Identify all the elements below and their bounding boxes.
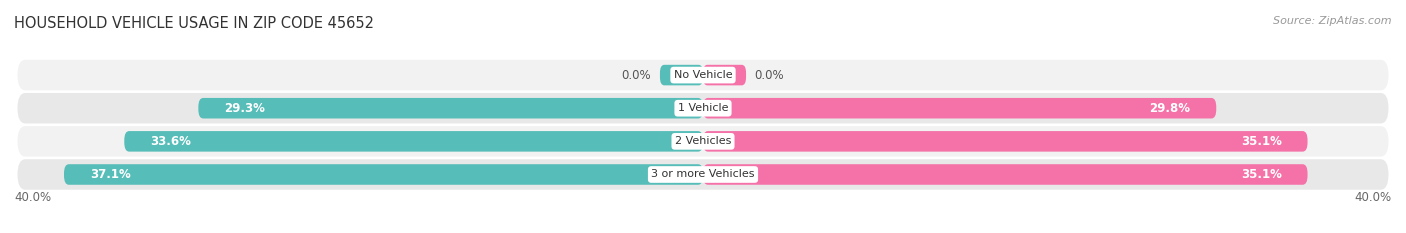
FancyBboxPatch shape bbox=[703, 131, 1308, 152]
Text: 37.1%: 37.1% bbox=[90, 168, 131, 181]
FancyBboxPatch shape bbox=[17, 60, 1389, 90]
Text: Source: ZipAtlas.com: Source: ZipAtlas.com bbox=[1274, 16, 1392, 26]
FancyBboxPatch shape bbox=[17, 126, 1389, 157]
Text: HOUSEHOLD VEHICLE USAGE IN ZIP CODE 45652: HOUSEHOLD VEHICLE USAGE IN ZIP CODE 4565… bbox=[14, 16, 374, 31]
Text: 33.6%: 33.6% bbox=[150, 135, 191, 148]
Text: 35.1%: 35.1% bbox=[1241, 135, 1282, 148]
FancyBboxPatch shape bbox=[17, 159, 1389, 190]
Text: No Vehicle: No Vehicle bbox=[673, 70, 733, 80]
Text: 40.0%: 40.0% bbox=[14, 191, 51, 204]
Text: 2 Vehicles: 2 Vehicles bbox=[675, 136, 731, 146]
Text: 29.3%: 29.3% bbox=[224, 102, 266, 115]
Text: 0.0%: 0.0% bbox=[755, 69, 785, 82]
Text: 1 Vehicle: 1 Vehicle bbox=[678, 103, 728, 113]
Text: 35.1%: 35.1% bbox=[1241, 168, 1282, 181]
FancyBboxPatch shape bbox=[703, 65, 747, 85]
FancyBboxPatch shape bbox=[198, 98, 703, 119]
Text: 40.0%: 40.0% bbox=[1355, 191, 1392, 204]
FancyBboxPatch shape bbox=[659, 65, 703, 85]
Text: 29.8%: 29.8% bbox=[1150, 102, 1191, 115]
FancyBboxPatch shape bbox=[703, 98, 1216, 119]
Text: 3 or more Vehicles: 3 or more Vehicles bbox=[651, 169, 755, 179]
FancyBboxPatch shape bbox=[703, 164, 1308, 185]
FancyBboxPatch shape bbox=[17, 93, 1389, 123]
FancyBboxPatch shape bbox=[65, 164, 703, 185]
FancyBboxPatch shape bbox=[124, 131, 703, 152]
Text: 0.0%: 0.0% bbox=[621, 69, 651, 82]
